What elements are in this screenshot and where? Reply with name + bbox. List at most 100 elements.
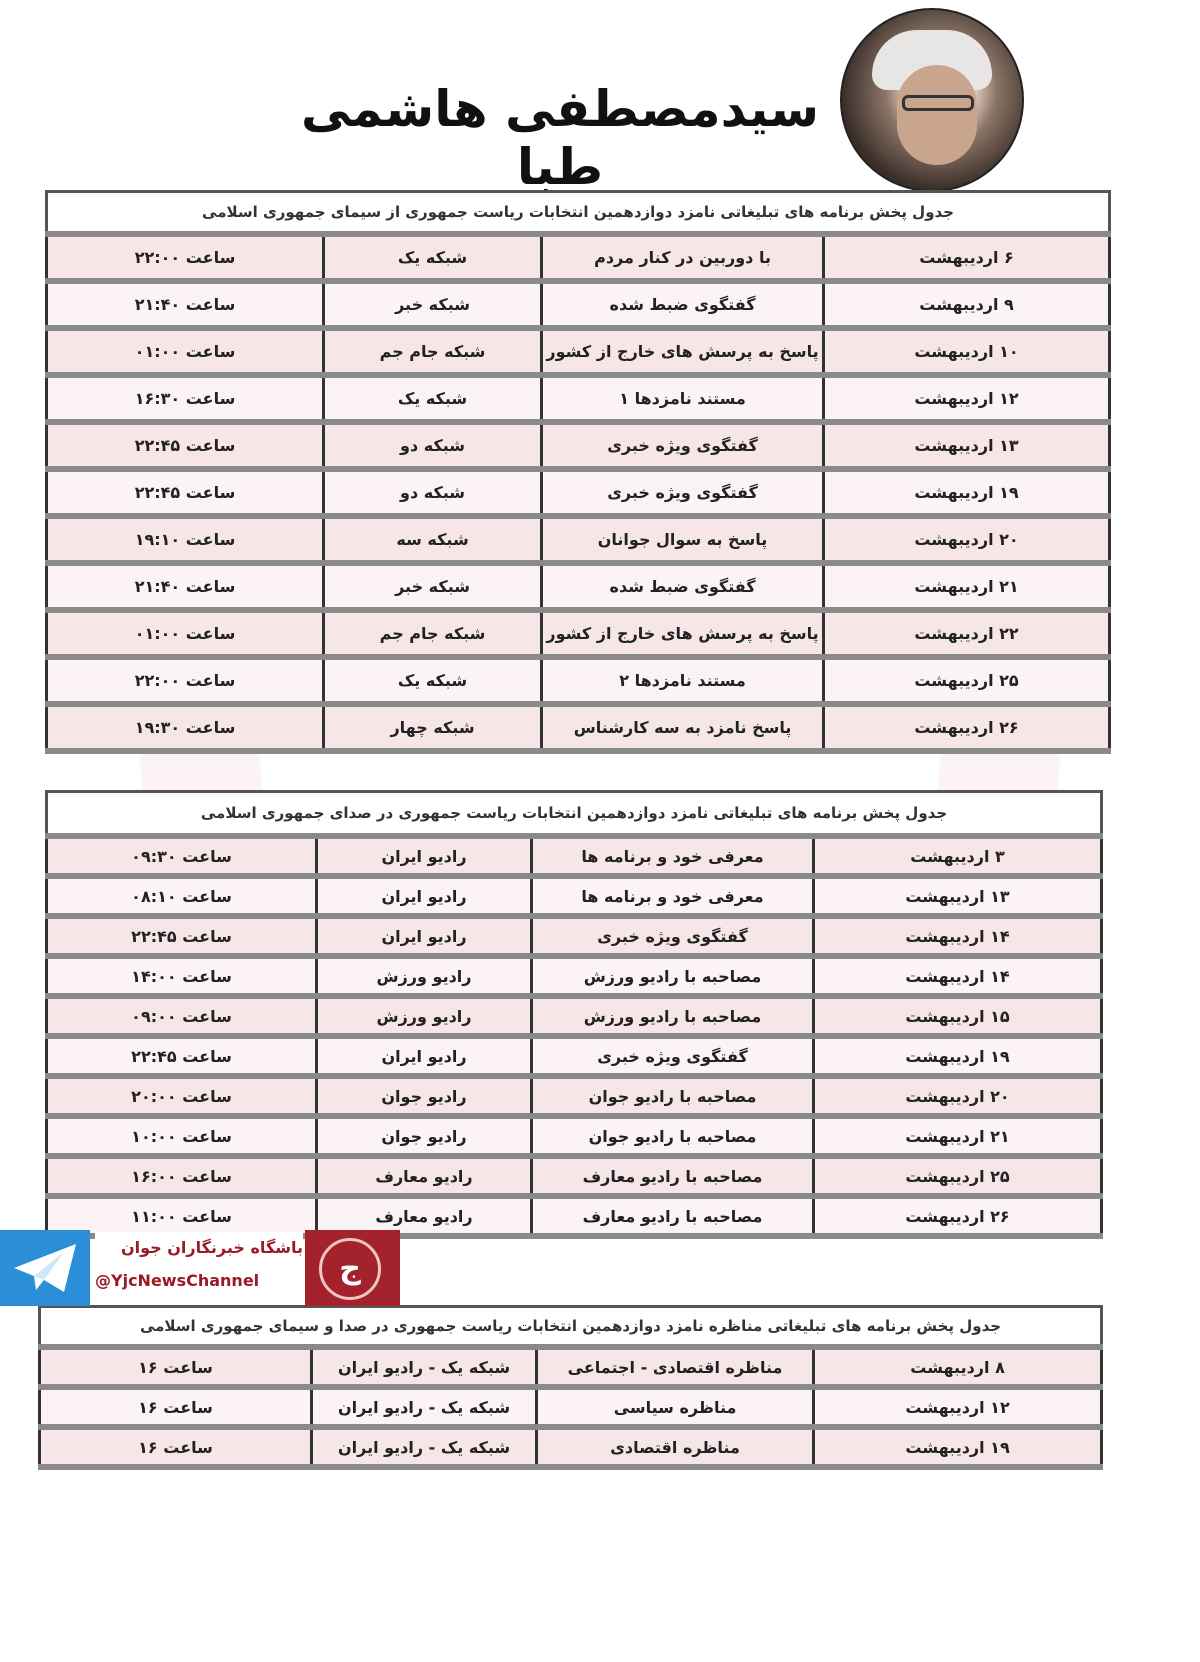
time-cell: ساعت ۱۴:۰۰ [45,956,318,999]
table-row: ۱۵ اردیبهشت مصاحبه با رادیو ورزش رادیو ورز… [45,996,1103,1039]
program-cell: مصاحبه با رادیو ورزش [530,956,815,999]
table-row: ۱۲ اردیبهشت مستند نامزدها ۱ شبکه یک ساعت ۱۶… [44,375,1112,425]
channel-cell: شبکه یک [322,234,544,284]
program-cell: پاسخ به پرسش های خارج از کشور [540,328,826,378]
program-cell: مناظره اقتصادی [535,1427,816,1470]
time-cell: ساعت ۱۶ [37,1347,314,1390]
date-cell: ۲۶ اردیبهشت [812,1196,1103,1239]
date-cell: ۱۵ اردیبهشت [812,996,1103,1039]
date-cell: ۲۰ اردیبهشت [812,1076,1103,1119]
table-row: ۲۶ اردیبهشت پاسخ نامزد به سه کارشناس شبکه … [44,704,1112,754]
table-row: ۲۰ اردیبهشت پاسخ به سوال جوانان شبکه سه ساع… [44,516,1112,566]
date-cell: ۶ اردیبهشت [822,234,1112,284]
table-row: ۱۴ اردیبهشت گفتگوی ویژه خبری رادیو ایران سا… [45,916,1103,959]
table-title: جدول پخش برنامه های تبلیغاتی مناظره نامز… [39,1306,1102,1350]
program-cell: مناظره سیاسی [535,1387,816,1430]
telegram-icon[interactable] [0,1230,90,1306]
time-cell: ساعت ۰۱:۰۰ [44,610,326,660]
table-row: ۱۲ اردیبهشت مناظره سیاسی شبکه یک - رادیو ا… [37,1387,1104,1430]
program-cell: مصاحبه با رادیو جوان [530,1116,815,1159]
program-cell: مصاحبه با رادیو معارف [530,1196,815,1239]
yjc-logo-mark: ج [319,1238,381,1300]
date-cell: ۸ اردیبهشت [812,1347,1104,1390]
channel-handle[interactable]: @YjcNewsChannel [95,1271,260,1290]
date-cell: ۱۲ اردیبهشت [812,1387,1104,1430]
tv-schedule-table: جدول پخش برنامه های تبلیغاتی نامزد دوازد… [44,190,1112,754]
time-cell: ساعت ۰۸:۱۰ [45,876,318,919]
time-cell: ساعت ۱۶ [37,1387,314,1430]
time-cell: ساعت ۰۹:۰۰ [45,996,318,1039]
channel-cell: شبکه یک - رادیو ایران [310,1427,539,1470]
channel-cell: رادیو ایران [315,836,533,879]
page-title: سیدمصطفی هاشمی طبا [300,80,820,196]
date-cell: ۲۰ اردیبهشت [822,516,1112,566]
candidate-photo [840,8,1024,192]
table-row: ۱۹ اردیبهشت گفتگوی ویژه خبری رادیو ایران سا… [45,1036,1103,1079]
time-cell: ساعت ۱۶ [37,1427,314,1470]
time-cell: ساعت ۲۱:۴۰ [44,563,326,613]
channel-cell: شبکه جام جم [322,328,544,378]
time-cell: ساعت ۱۹:۳۰ [44,704,326,754]
program-cell: گفتگوی ویژه خبری [530,916,815,959]
table-row: ۲۰ اردیبهشت مصاحبه با رادیو جوان رادیو جوا… [45,1076,1103,1119]
table-row: ۱۹ اردیبهشت گفتگوی ویژه خبری شبکه دو ساعت ۲… [44,469,1112,519]
debate-schedule-table: جدول پخش برنامه های تبلیغاتی مناظره نامز… [37,1305,1104,1470]
table-row: ۸ اردیبهشت مناظره اقتصادی - اجتماعی شبکه ی… [37,1347,1104,1390]
photo-glasses [902,95,974,111]
channel-cell: رادیو معارف [315,1196,533,1239]
table-row: ۳ اردیبهشت معرفی خود و برنامه ها رادیو ایر… [45,836,1103,879]
table-row: ۱۳ اردیبهشت گفتگوی ویژه خبری شبکه دو ساعت ۲… [44,422,1112,472]
date-cell: ۲۵ اردیبهشت [812,1156,1103,1199]
time-cell: ساعت ۲۰:۰۰ [45,1076,318,1119]
time-cell: ساعت ۲۱:۴۰ [44,281,326,331]
date-cell: ۲۶ اردیبهشت [822,704,1112,754]
date-cell: ۱۹ اردیبهشت [812,1427,1104,1470]
program-cell: مصاحبه با رادیو ورزش [530,996,815,1039]
table-title: جدول پخش برنامه های تبلیغاتی نامزد دوازد… [46,191,1110,237]
channel-info: باشگاه خبرنگاران جوان @YjcNewsChannel [95,1232,303,1304]
time-cell: ساعت ۲۲:۰۰ [44,234,326,284]
program-cell: گفتگوی ویژه خبری [540,469,826,519]
channel-cell: شبکه خبر [322,563,544,613]
program-cell: گفتگوی ضبط شده [540,281,826,331]
table-row: ۱۴ اردیبهشت مصاحبه با رادیو ورزش رادیو ورز… [45,956,1103,999]
table-row: ۲۲ اردیبهشت پاسخ به پرسش های خارج از کشور… [44,610,1112,660]
channel-cell: شبکه یک - رادیو ایران [310,1347,539,1390]
channel-cell: شبکه یک [322,375,544,425]
date-cell: ۱۲ اردیبهشت [822,375,1112,425]
date-cell: ۱۰ اردیبهشت [822,328,1112,378]
date-cell: ۳ اردیبهشت [812,836,1103,879]
channel-cell: شبکه دو [322,422,544,472]
channel-cell: رادیو جوان [315,1116,533,1159]
time-cell: ساعت ۲۲:۴۵ [44,469,326,519]
program-cell: مصاحبه با رادیو جوان [530,1076,815,1119]
time-cell: ساعت ۰۱:۰۰ [44,328,326,378]
date-cell: ۱۳ اردیبهشت [812,876,1103,919]
channel-cell: شبکه سه [322,516,544,566]
channel-cell: رادیو معارف [315,1156,533,1199]
date-cell: ۲۲ اردیبهشت [822,610,1112,660]
channel-cell: شبکه خبر [322,281,544,331]
program-cell: مصاحبه با رادیو معارف [530,1156,815,1199]
radio-schedule-table: جدول پخش برنامه های تبلیغاتی نامزد دوازد… [45,790,1103,1239]
channel-cell: رادیو ورزش [315,996,533,1039]
time-cell: ساعت ۱۱:۰۰ [45,1196,318,1239]
table-row: ۲۵ اردیبهشت مصاحبه با رادیو معارف رادیو مع… [45,1156,1103,1199]
time-cell: ساعت ۰۹:۳۰ [45,836,318,879]
channel-cell: شبکه دو [322,469,544,519]
channel-cell: رادیو ایران [315,916,533,959]
table-row: ۲۱ اردیبهشت مصاحبه با رادیو جوان رادیو جوا… [45,1116,1103,1159]
date-cell: ۱۳ اردیبهشت [822,422,1112,472]
table-row: ۲۶ اردیبهشت مصاحبه با رادیو معارف رادیو مع… [45,1196,1103,1239]
program-cell: پاسخ نامزد به سه کارشناس [540,704,826,754]
date-cell: ۱۹ اردیبهشت [812,1036,1103,1079]
program-cell: معرفی خود و برنامه ها [530,836,815,879]
time-cell: ساعت ۱۰:۰۰ [45,1116,318,1159]
program-cell: معرفی خود و برنامه ها [530,876,815,919]
time-cell: ساعت ۲۲:۴۵ [45,916,318,959]
date-cell: ۲۵ اردیبهشت [822,657,1112,707]
time-cell: ساعت ۲۲:۰۰ [44,657,326,707]
time-cell: ساعت ۱۶:۰۰ [45,1156,318,1199]
agency-name: باشگاه خبرنگاران جوان [120,1238,303,1257]
time-cell: ساعت ۲۲:۴۵ [44,422,326,472]
